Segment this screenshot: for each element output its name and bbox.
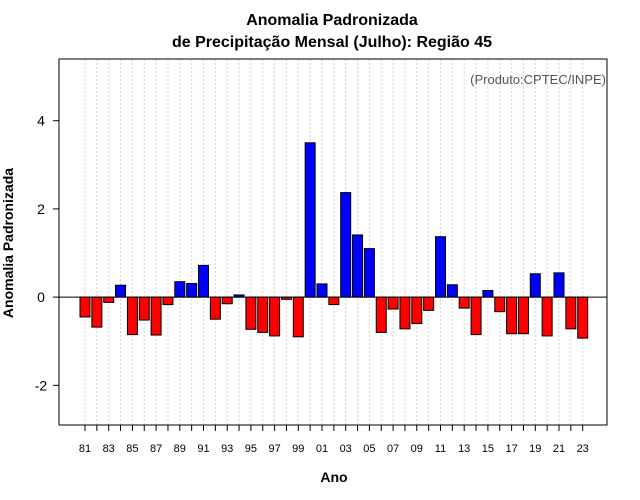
bar-04 xyxy=(352,234,364,298)
bar-82 xyxy=(91,296,103,328)
bar-05 xyxy=(363,248,375,298)
bar-90 xyxy=(186,282,198,298)
y-axis: -2 0 2 4 xyxy=(35,113,59,393)
bar-15 xyxy=(482,290,494,298)
plot-frame xyxy=(58,58,608,426)
vertical-gridlines xyxy=(84,59,584,425)
bar-21 xyxy=(553,272,565,298)
bar-96 xyxy=(257,296,269,333)
bar-95 xyxy=(245,296,257,330)
x-tick-label: 85 xyxy=(126,443,138,455)
bar-18 xyxy=(517,296,529,335)
x-tick-label: 01 xyxy=(316,443,328,455)
bar-series xyxy=(79,142,589,339)
x-tick-label: 89 xyxy=(174,443,186,455)
bar-84 xyxy=(115,284,127,298)
source-label: (Produto:CPTEC/INPE) xyxy=(470,72,606,87)
bar-17 xyxy=(506,296,518,335)
x-tick-label: 23 xyxy=(577,443,589,455)
x-tick-label: 83 xyxy=(103,443,115,455)
y-tick-label: 0 xyxy=(37,289,45,305)
chart-title-line1: Anomalia Padronizada xyxy=(246,12,418,29)
x-tick-label: 09 xyxy=(411,443,423,455)
x-axis: 81 83 85 87 89 91 93 95 97 99 01 03 05 07 09 11 13 15 17 19… xyxy=(79,425,589,455)
bar-87 xyxy=(150,296,162,336)
x-tick-label: 97 xyxy=(268,443,280,455)
bar-85 xyxy=(126,296,138,336)
bar-16 xyxy=(494,296,506,313)
x-tick-label: 99 xyxy=(292,443,304,455)
bar-97 xyxy=(269,296,281,337)
bar-14 xyxy=(470,296,482,336)
x-tick-label: 81 xyxy=(79,443,91,455)
x-tick-label: 19 xyxy=(529,443,541,455)
x-axis-label: Ano xyxy=(320,469,347,485)
x-tick-label: 03 xyxy=(340,443,352,455)
bar-00 xyxy=(304,142,316,298)
bar-99 xyxy=(292,296,304,338)
x-tick-label: 17 xyxy=(505,443,517,455)
bar-13 xyxy=(458,296,470,309)
x-tick-label: 95 xyxy=(245,443,257,455)
bar-91 xyxy=(198,264,209,298)
bar-83 xyxy=(103,296,115,303)
y-tick-label: -2 xyxy=(35,377,48,393)
bar-10 xyxy=(423,296,435,311)
bar-06 xyxy=(375,296,387,333)
bar-09 xyxy=(411,296,423,325)
x-tick-label: 11 xyxy=(435,443,446,455)
bar-88 xyxy=(162,296,174,306)
bar-19 xyxy=(529,273,541,298)
bar-81 xyxy=(79,296,91,318)
bar-22 xyxy=(565,296,577,330)
bar-07 xyxy=(387,296,399,310)
bar-02 xyxy=(328,296,340,306)
x-tick-label: 93 xyxy=(221,443,233,455)
x-tick-label: 05 xyxy=(363,443,375,455)
bar-23 xyxy=(577,296,589,339)
bar-03 xyxy=(340,192,352,298)
y-tick-label: 4 xyxy=(37,113,45,129)
x-tick-label: 13 xyxy=(458,443,470,455)
bar-20 xyxy=(541,296,553,337)
bar-86 xyxy=(138,296,150,321)
x-tick-label: 07 xyxy=(387,443,399,455)
x-tick-label: 15 xyxy=(482,443,494,455)
bar-01 xyxy=(316,283,328,298)
bar-11 xyxy=(435,236,446,298)
bar-12 xyxy=(446,284,458,298)
bar-08 xyxy=(399,296,411,330)
x-tick-label: 21 xyxy=(553,443,565,455)
y-tick-label: 2 xyxy=(37,201,45,217)
y-axis-label: Anomalia Padronizada xyxy=(0,168,16,318)
chart-title-line2: de Precipitação Mensal (Julho): Região 4… xyxy=(172,34,492,51)
bar-93 xyxy=(221,296,233,305)
bar-92 xyxy=(209,296,221,320)
x-tick-label: 91 xyxy=(197,443,209,455)
x-tick-label: 87 xyxy=(150,443,162,455)
bar-89 xyxy=(174,281,186,298)
